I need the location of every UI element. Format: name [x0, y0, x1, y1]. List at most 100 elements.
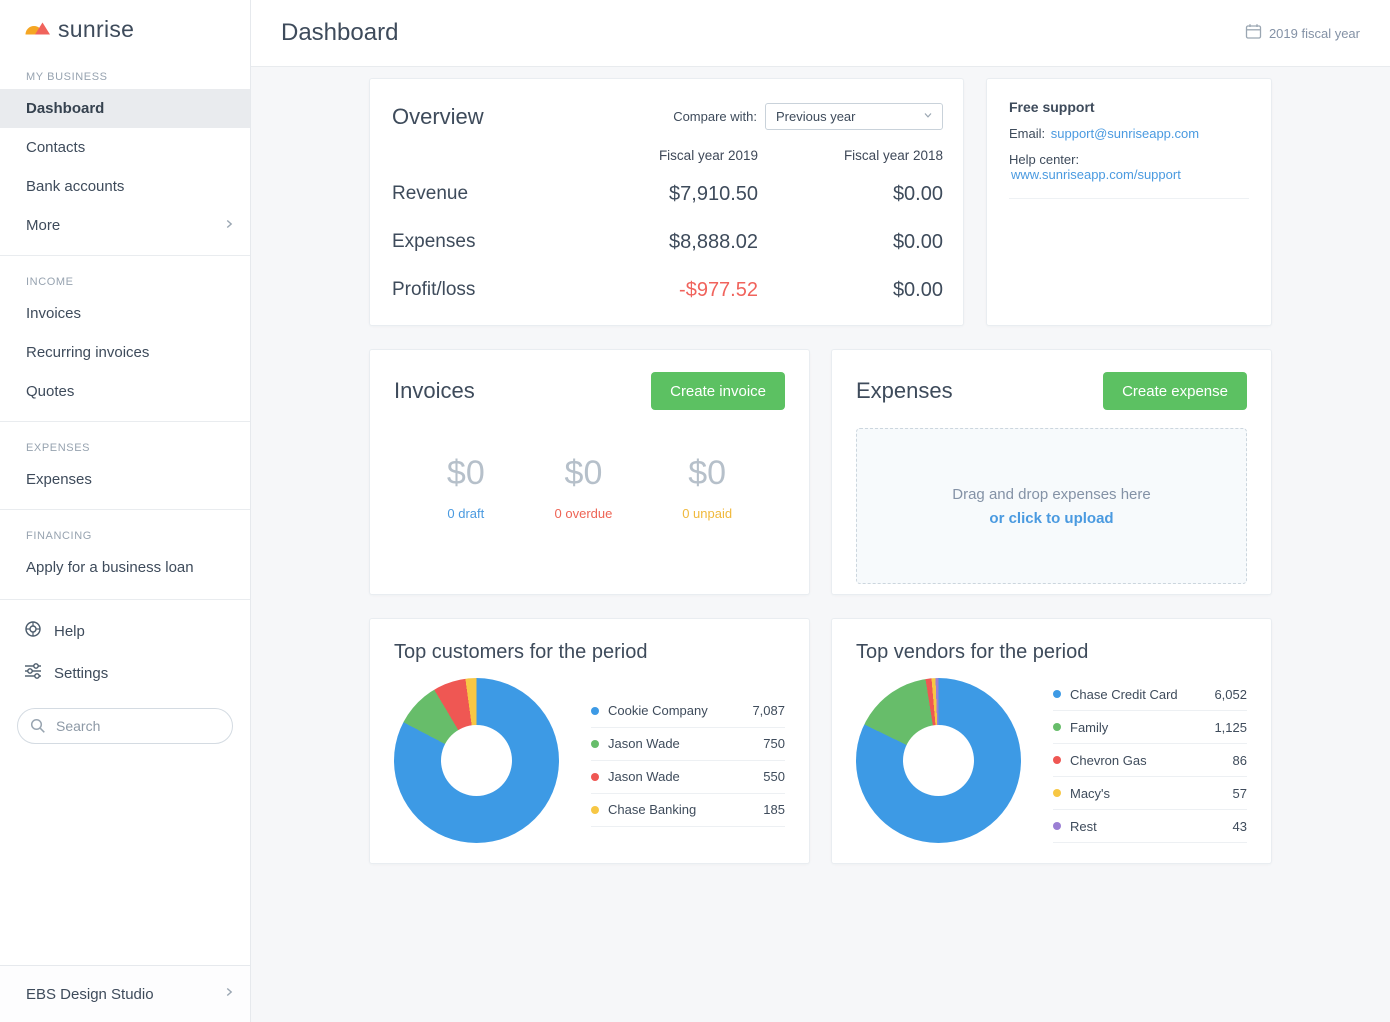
free-support-card: Free support Email: support@sunriseapp.c…	[986, 78, 1272, 326]
invoice-stats: $0 0 draft $0 0 overdue $0 0 unpaid	[394, 454, 785, 521]
row-charts: Top customers for the period Cookie Comp…	[369, 618, 1272, 864]
section-income: Income Invoices Recurring invoices Quote…	[0, 255, 250, 411]
expenses-previous: $0.00	[892, 230, 943, 253]
table-row-revenue: Revenue $7,910.50 $0.00	[392, 182, 943, 205]
help-icon	[24, 620, 54, 642]
legend-item: Family 1,125	[1053, 711, 1247, 744]
sunrise-logo-icon	[24, 18, 58, 42]
sidebar-item-help[interactable]: Help	[0, 610, 250, 652]
invoices-card: Invoices Create invoice $0 0 draft $0 0 …	[369, 349, 810, 595]
sidebar-item-invoices[interactable]: Invoices	[26, 305, 82, 322]
fiscal-year-selector[interactable]: 2019 fiscal year	[1245, 23, 1360, 43]
overview-table: Fiscal year 2019 Fiscal year 2018 Revenu…	[392, 140, 943, 314]
sidebar-spacer	[0, 754, 250, 965]
sidebar-item-expenses[interactable]: Expenses	[26, 471, 92, 488]
search-input[interactable]	[17, 708, 233, 744]
legend-dot	[1053, 822, 1061, 830]
legend-item: Chase Credit Card 6,052	[1053, 678, 1247, 711]
donut-hole	[903, 725, 974, 796]
section-expenses: Expenses Expenses	[0, 421, 250, 499]
sunrise-logo[interactable]: sunrise	[0, 0, 250, 57]
create-expense-button[interactable]: Create expense	[1103, 372, 1247, 410]
support-email-link[interactable]: support@sunriseapp.com	[1050, 126, 1200, 141]
stat-draft: $0 0 draft	[446, 454, 485, 521]
customers-legend: Cookie Company 7,087 Jason Wade 750 Jaso…	[591, 695, 785, 827]
overview-card: Overview Compare with: Previous year	[369, 78, 964, 326]
sidebar-utility: Help Settings	[0, 599, 250, 694]
legend-item: Chase Banking 185	[591, 794, 785, 827]
column-header-fy2019: Fiscal year 2019	[658, 147, 758, 163]
chevron-down-icon	[922, 109, 934, 124]
profit-loss-previous: $0.00	[892, 278, 943, 301]
customers-donut-chart	[394, 678, 559, 843]
invoices-title: Invoices	[394, 378, 475, 403]
legend-dot	[591, 706, 599, 715]
compare-with-select[interactable]: Previous year	[765, 103, 943, 130]
legend-dot	[1053, 756, 1061, 764]
divider	[1009, 198, 1249, 199]
legend-dot	[591, 805, 599, 814]
expense-dropzone[interactable]: Drag and drop expenses here or click to …	[856, 428, 1247, 584]
top-vendors-title: Top vendors for the period	[856, 641, 1089, 663]
main-area: Dashboard 2019 fiscal year Overview Comp…	[251, 0, 1390, 1022]
sidebar-item-dashboard[interactable]: Dashboard	[0, 89, 250, 128]
section-financing: Financing Apply for a business loan	[0, 509, 250, 587]
sidebar-item-bank-accounts[interactable]: Bank accounts	[26, 178, 125, 195]
section-label: My business	[26, 71, 108, 83]
support-title: Free support	[1009, 99, 1095, 115]
sidebar: sunrise My business Dashboard Contacts B…	[0, 0, 251, 1022]
legend-item: Rest 43	[1053, 810, 1247, 843]
sidebar-item-recurring-invoices[interactable]: Recurring invoices	[26, 344, 150, 361]
sidebar-item-quotes[interactable]: Quotes	[26, 383, 75, 400]
section-label: Expenses	[26, 442, 91, 454]
expenses-current: $8,888.02	[669, 230, 758, 253]
sidebar-item-contacts[interactable]: Contacts	[26, 139, 86, 156]
vendors-donut-chart	[856, 678, 1021, 843]
settings-sliders-icon	[24, 662, 54, 684]
vendors-legend: Chase Credit Card 6,052 Family 1,125 Che…	[1053, 678, 1247, 843]
email-label: Email:	[1009, 126, 1046, 141]
dropzone-text: Drag and drop expenses here	[952, 485, 1151, 503]
click-to-upload-link[interactable]: or click to upload	[989, 509, 1114, 527]
row-invoices-expenses: Invoices Create invoice $0 0 draft $0 0 …	[369, 349, 1272, 595]
compare-with-label: Compare with:	[673, 109, 757, 124]
legend-item: Jason Wade 750	[591, 728, 785, 761]
stat-overdue: $0 0 overdue	[554, 454, 613, 521]
legend-dot	[591, 739, 599, 748]
legend-dot	[1053, 723, 1061, 731]
table-row-expenses: Expenses $8,888.02 $0.00	[392, 230, 943, 253]
chevron-right-icon	[222, 217, 236, 235]
dashboard-content: Overview Compare with: Previous year	[369, 78, 1272, 864]
row-overview: Overview Compare with: Previous year	[369, 78, 1272, 326]
section-label: Financing	[26, 530, 92, 542]
table-row-profit-loss: Profit/loss -$977.52 $0.00	[392, 278, 943, 301]
column-header-fy2018: Fiscal year 2018	[843, 147, 943, 163]
business-switcher[interactable]: EBS Design Studio	[0, 965, 250, 1022]
sidebar-item-settings[interactable]: Settings	[0, 652, 250, 694]
legend-dot	[1053, 789, 1061, 797]
expenses-title: Expenses	[856, 378, 953, 403]
brand-name: sunrise	[58, 16, 135, 42]
top-bar: Dashboard 2019 fiscal year	[251, 0, 1390, 67]
revenue-previous: $0.00	[892, 182, 943, 205]
profit-loss-current: -$977.52	[679, 278, 758, 301]
calendar-icon	[1245, 23, 1269, 43]
stat-unpaid: $0 0 unpaid	[682, 454, 733, 521]
help-center-label: Help center:	[1009, 152, 1080, 167]
sidebar-item-more[interactable]: More	[0, 206, 250, 245]
chevron-right-icon	[222, 985, 236, 1003]
page-title: Dashboard	[281, 19, 399, 46]
legend-dot	[591, 772, 599, 781]
legend-item: Jason Wade 550	[591, 761, 785, 794]
section-label: Income	[26, 276, 74, 288]
expenses-card: Expenses Create expense Drag and drop ex…	[831, 349, 1272, 595]
donut-hole	[441, 725, 512, 796]
overview-title: Overview	[392, 103, 484, 129]
top-vendors-card: Top vendors for the period Chase Credit …	[831, 618, 1272, 864]
legend-item: Macy's 57	[1053, 777, 1247, 810]
legend-item: Chevron Gas 86	[1053, 744, 1247, 777]
create-invoice-button[interactable]: Create invoice	[651, 372, 785, 410]
help-center-link[interactable]: www.sunriseapp.com/support	[1011, 167, 1181, 182]
sidebar-search	[0, 694, 250, 754]
sidebar-item-business-loan[interactable]: Apply for a business loan	[26, 559, 194, 576]
